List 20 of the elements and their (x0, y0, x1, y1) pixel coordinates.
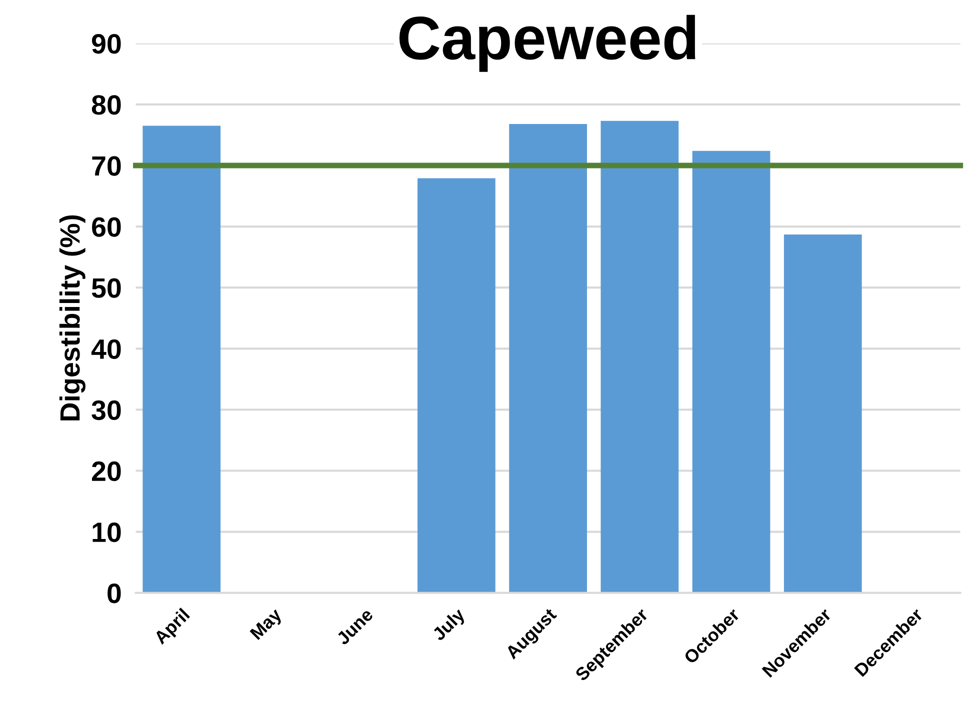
y-tick-label: 60 (92, 217, 121, 237)
y-tick-label: 0 (108, 584, 121, 604)
bar (692, 150, 770, 593)
x-tick-label: July (431, 606, 468, 644)
x-tick-label: May (250, 607, 286, 643)
bar (509, 124, 587, 593)
y-tick-label: 30 (92, 400, 121, 420)
y-tick-label: 70 (92, 156, 121, 176)
y-tick-label: 10 (92, 522, 121, 542)
y-tick-label: 90 (92, 34, 121, 54)
bar (142, 126, 221, 593)
y-axis-title: Digestibility (%) (59, 215, 86, 420)
bar (600, 120, 679, 593)
y-tick-label: 20 (92, 461, 121, 482)
chart-title: Capeweed (399, 14, 696, 72)
y-tick-label: 80 (92, 95, 121, 115)
bar (418, 178, 496, 593)
bar (784, 234, 862, 593)
y-tick-label: 50 (92, 278, 121, 298)
y-tick-label: 40 (91, 339, 121, 359)
